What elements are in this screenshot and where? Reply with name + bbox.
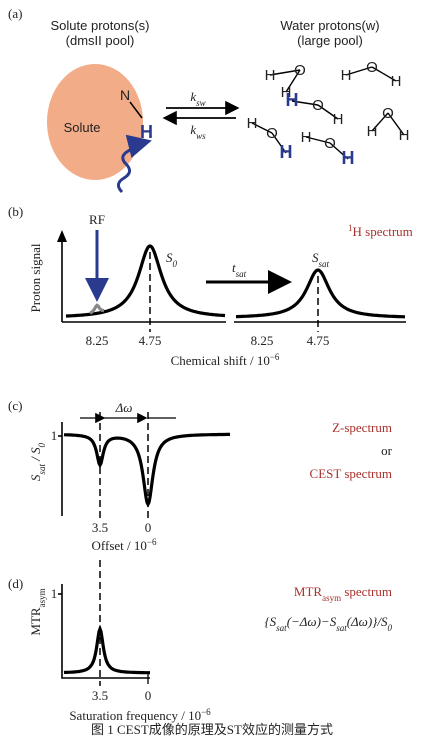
x-axis-label: Saturation frequency / 10−6	[69, 707, 211, 723]
bond	[371, 112, 389, 132]
mtr-curve	[63, 624, 150, 675]
or-label: or	[381, 443, 393, 458]
x-tick-label: 0	[145, 520, 152, 535]
y-axis-label: MTRasym	[28, 588, 47, 635]
hydrogen: H	[333, 111, 344, 128]
x-axis-label: Chemical shift / 10−6	[171, 352, 280, 368]
k-backward: kws	[190, 122, 206, 141]
panel-label: (c)	[8, 398, 22, 413]
axis-arrow	[57, 230, 67, 242]
k-forward: ksw	[190, 89, 205, 108]
rf-bump	[89, 303, 105, 315]
panel-label: (a)	[8, 6, 22, 21]
hydrogen: H	[301, 129, 312, 146]
water-title: Water protons(w)	[280, 18, 379, 33]
y-tick-label: 1	[51, 428, 58, 443]
bond	[251, 122, 273, 134]
solute-title: Solute protons(s)	[51, 18, 150, 33]
x-tick-label: 8.25	[86, 333, 109, 348]
s0-label: S0	[166, 250, 178, 269]
hydrogen: H	[280, 142, 293, 162]
solute-subtitle: (dmsII pool)	[66, 33, 135, 48]
hydrogen: H	[281, 84, 292, 101]
oxygen: O	[366, 59, 378, 76]
hydrogen: H	[247, 115, 258, 132]
oxygen: O	[324, 135, 336, 152]
spectrum-label: 1H spectrum	[348, 223, 413, 239]
bond	[269, 69, 301, 76]
oxygen: O	[382, 105, 394, 122]
formula: {Ssat(−Δω)−Ssat(Δω)}/S0	[264, 614, 392, 633]
panel-label: (b)	[8, 204, 23, 219]
oxygen: O	[294, 62, 306, 79]
x-tick-label: 4.75	[307, 333, 330, 348]
spectrum-curve	[65, 244, 226, 318]
rf-label: RF	[89, 212, 105, 227]
wave-arrow	[117, 134, 152, 194]
ssat-label: Ssat	[312, 250, 330, 269]
x-tick-label: 0	[145, 688, 152, 703]
y-tick-label: 1	[51, 586, 58, 601]
solute-blob	[47, 64, 143, 180]
bond	[305, 136, 331, 144]
bond	[271, 132, 287, 154]
bond	[285, 69, 301, 93]
bond	[129, 101, 143, 119]
axis	[61, 238, 226, 323]
oxygen: O	[266, 125, 278, 142]
x-axis-label: Offset / 10−6	[92, 537, 157, 553]
cest-label: CEST spectrum	[310, 466, 392, 481]
bond	[317, 104, 339, 120]
panel-label: (d)	[8, 576, 23, 591]
bond	[329, 142, 349, 160]
mtr-spectrum-label: MTRasym spectrum	[294, 584, 392, 603]
axis	[61, 584, 150, 679]
oxygen: O	[312, 97, 324, 114]
hydrogen: H	[286, 90, 299, 110]
y-axis-label: Ssat / S0	[28, 442, 47, 481]
bond	[387, 112, 405, 136]
hydrogen: H	[342, 148, 355, 168]
solute-h: H	[140, 122, 153, 142]
delta-label: Δω	[115, 400, 133, 415]
water-subtitle: (large pool)	[297, 33, 363, 48]
hydrogen: H	[341, 67, 352, 84]
hydrogen: H	[391, 73, 402, 90]
x-tick-label: 3.5	[92, 688, 108, 703]
x-tick-label: 8.25	[251, 333, 274, 348]
bond	[345, 66, 373, 76]
z-spectrum-label: Z-spectrum	[332, 420, 392, 435]
y-axis-label: Proton signal	[28, 243, 43, 312]
z-spectrum-curve	[63, 432, 230, 508]
x-tick-label: 4.75	[139, 333, 162, 348]
hydrogen: H	[367, 123, 378, 140]
caption: 图 1 CEST成像的原理及ST效应的测量方式	[91, 722, 333, 737]
bond	[371, 66, 397, 82]
x-tick-label: 3.5	[92, 520, 108, 535]
hydrogen: H	[399, 127, 410, 144]
solute-label: Solute	[64, 120, 101, 135]
tsat-label: tsat	[232, 260, 247, 279]
bond	[291, 100, 319, 106]
nitrogen: N	[120, 87, 130, 103]
spectrum-curve	[236, 268, 405, 319]
hydrogen: H	[265, 67, 276, 84]
